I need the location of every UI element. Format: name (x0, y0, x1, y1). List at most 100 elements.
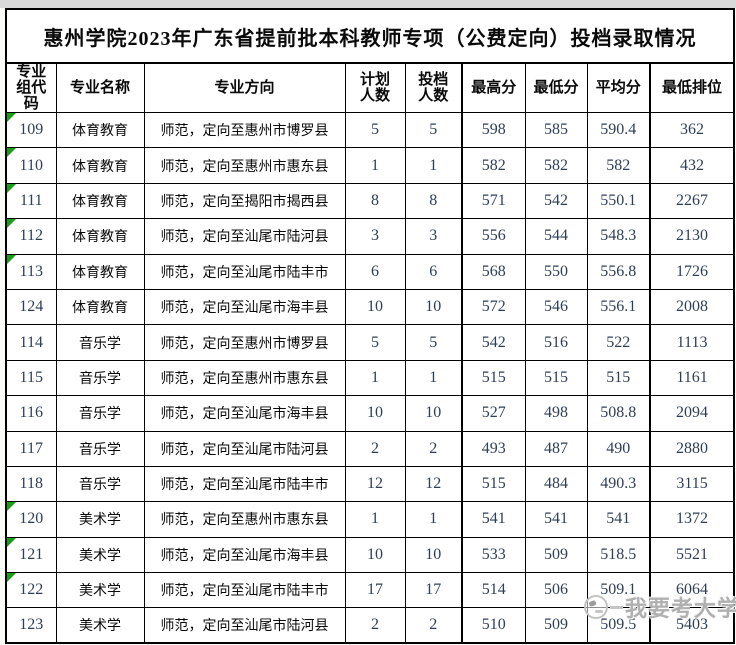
col-major-direction: 师范，定向至惠州市惠东县 (143, 359, 346, 397)
col-min-score: 542 (524, 182, 588, 220)
table-row: 118 音乐学 师范，定向至汕尾市陆丰市 12 12 515 484 490.3 3115 (5, 465, 735, 503)
col-avg-score: 509.5 (586, 607, 651, 644)
col-major-name: 音乐学 (55, 324, 145, 361)
col-min-rank: 5403 (648, 607, 735, 644)
col-max-score: 582 (461, 147, 526, 184)
header-min-rank: 最低排位 (648, 62, 735, 113)
table-row: 111 体育教育 师范，定向至揭阳市揭西县 8 8 571 542 550.1 2267 (5, 182, 735, 220)
col-major-direction: 师范，定向至惠州市惠东县 (143, 501, 346, 538)
col-min-score: 509 (524, 607, 588, 644)
col-plan-count: 1 (344, 359, 406, 397)
col-plan-count: 10 (344, 395, 406, 432)
col-filed-count: 3 (404, 218, 463, 255)
table-row: 114 音乐学 师范，定向至惠州市博罗县 5 5 542 516 522 1113 (5, 324, 735, 361)
table-row: 116 音乐学 师范，定向至汕尾市海丰县 10 10 527 498 508.8 2094 (5, 395, 735, 432)
table-row: 112 体育教育 师范，定向至汕尾市陆河县 3 3 556 544 548.3 2130 (5, 218, 735, 255)
col-major-name: 音乐学 (55, 359, 145, 397)
col-major-group-code: 114 (5, 324, 57, 361)
col-avg-score: 509.1 (586, 572, 651, 609)
title-row: 惠州学院2023年广东省提前批本科教师专项（公费定向）投档录取情况 (5, 8, 735, 64)
col-max-score: 533 (461, 536, 526, 574)
col-avg-score: 590.4 (586, 111, 651, 149)
col-plan-count: 8 (344, 182, 406, 220)
col-min-rank: 1372 (648, 501, 735, 538)
col-max-score: 541 (461, 501, 526, 538)
col-min-score: 546 (524, 288, 588, 326)
col-max-score: 510 (461, 607, 526, 644)
col-min-rank: 5521 (648, 536, 735, 574)
col-min-score: 585 (524, 111, 588, 149)
col-min-rank: 1726 (648, 253, 735, 290)
header-max-score: 最高分 (461, 62, 526, 113)
col-min-score: 544 (524, 218, 588, 255)
col-avg-score: 541 (586, 501, 651, 538)
col-max-score: 542 (461, 324, 526, 361)
col-max-score: 572 (461, 288, 526, 326)
col-plan-count: 2 (344, 430, 406, 467)
col-avg-score: 518.5 (586, 536, 651, 574)
col-max-score: 571 (461, 182, 526, 220)
col-plan-count: 5 (344, 111, 406, 149)
col-plan-count: 10 (344, 536, 406, 574)
col-min-rank: 432 (648, 147, 735, 184)
col-min-score: 498 (524, 395, 588, 432)
col-filed-count: 17 (404, 572, 463, 609)
col-min-score: 550 (524, 253, 588, 290)
col-plan-count: 2 (344, 607, 406, 644)
col-major-direction: 师范，定向至汕尾市陆河县 (143, 218, 346, 255)
col-max-score: 598 (461, 111, 526, 149)
col-plan-count: 6 (344, 253, 406, 290)
table-row: 122 美术学 师范，定向至汕尾市陆丰市 17 17 514 506 509.1 6064 (5, 572, 735, 609)
col-major-direction: 师范，定向至汕尾市陆丰市 (143, 253, 346, 290)
table-row: 110 体育教育 师范，定向至惠州市惠东县 1 1 582 582 582 432 (5, 147, 735, 184)
page-title: 惠州学院2023年广东省提前批本科教师专项（公费定向）投档录取情况 (5, 8, 735, 64)
col-major-direction: 师范，定向至汕尾市陆丰市 (143, 572, 346, 609)
col-major-group-code: 116 (5, 395, 57, 432)
col-major-group-code: 117 (5, 430, 57, 467)
col-major-name: 体育教育 (55, 111, 145, 149)
col-max-score: 493 (461, 430, 526, 467)
col-min-score: 509 (524, 536, 588, 574)
col-major-direction: 师范，定向至汕尾市陆河县 (143, 430, 346, 467)
table-body: 109 体育教育 师范，定向至惠州市博罗县 5 5 598 585 590.4 362 110 体育… (5, 111, 735, 644)
col-min-rank: 1113 (648, 324, 735, 361)
table-row: 123 美术学 师范，定向至汕尾市陆河县 2 2 510 509 509.5 5403 (5, 607, 735, 644)
col-major-group-code: 112 (5, 218, 57, 255)
col-filed-count: 5 (404, 324, 463, 361)
col-filed-count: 1 (404, 147, 463, 184)
col-filed-count: 10 (404, 536, 463, 574)
col-major-name: 体育教育 (55, 288, 145, 326)
col-filed-count: 12 (404, 465, 463, 503)
col-major-group-code: 124 (5, 288, 57, 326)
table-row: 121 美术学 师范，定向至汕尾市海丰县 10 10 533 509 518.5 5521 (5, 536, 735, 574)
cell-error-marker-triangle-icon (7, 573, 16, 583)
top-edge-strip (0, 0, 736, 8)
col-major-name: 体育教育 (55, 218, 145, 255)
col-major-name: 音乐学 (55, 465, 145, 503)
col-avg-score: 515 (586, 359, 651, 397)
col-plan-count: 12 (344, 465, 406, 503)
col-filed-count: 1 (404, 359, 463, 397)
col-filed-count: 1 (404, 501, 463, 538)
cell-error-marker-triangle-icon (7, 219, 16, 229)
col-major-direction: 师范，定向至汕尾市陆丰市 (143, 465, 346, 503)
cell-error-marker-triangle-icon (7, 255, 16, 264)
col-major-name: 体育教育 (55, 182, 145, 220)
col-filed-count: 2 (404, 430, 463, 467)
col-max-score: 568 (461, 253, 526, 290)
col-plan-count: 1 (344, 147, 406, 184)
col-filed-count: 10 (404, 288, 463, 326)
col-major-direction: 师范，定向至汕尾市陆河县 (143, 607, 346, 644)
col-filed-count: 10 (404, 395, 463, 432)
col-min-score: 515 (524, 359, 588, 397)
col-min-score: 506 (524, 572, 588, 609)
col-max-score: 515 (461, 359, 526, 397)
table-row: 109 体育教育 师范，定向至惠州市博罗县 5 5 598 585 590.4 362 (5, 111, 735, 149)
col-min-rank: 6064 (648, 572, 735, 609)
col-avg-score: 548.3 (586, 218, 651, 255)
table-row: 115 音乐学 师范，定向至惠州市惠东县 1 1 515 515 515 1161 (5, 359, 735, 397)
col-major-group-code: 118 (5, 465, 57, 503)
col-min-score: 541 (524, 501, 588, 538)
col-avg-score: 550.1 (586, 182, 651, 220)
col-min-score: 487 (524, 430, 588, 467)
